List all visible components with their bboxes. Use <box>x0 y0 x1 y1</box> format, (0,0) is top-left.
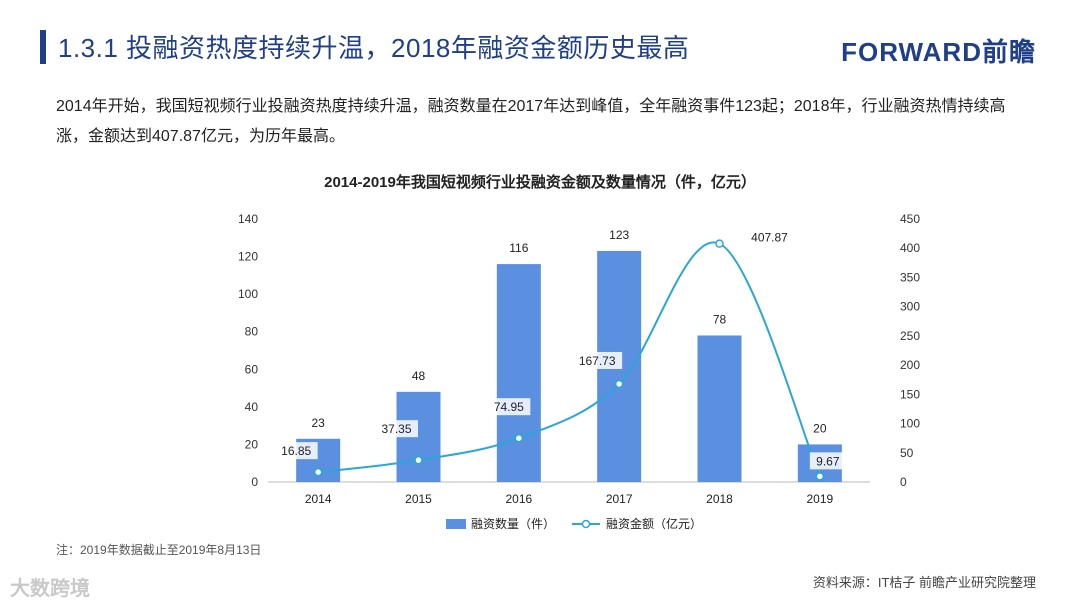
line-label-bg <box>744 228 795 246</box>
x-tick-label: 2016 <box>505 492 532 506</box>
x-tick-label: 2018 <box>706 492 733 506</box>
left-axis-tick-label: 20 <box>245 437 259 451</box>
right-axis-tick-label: 100 <box>900 417 920 431</box>
right-axis-tick-label: 350 <box>900 270 920 284</box>
line-point-2015 <box>414 455 423 465</box>
brand-logo: FORWARD前瞻 <box>841 37 1036 67</box>
chart-title: 2014-2019年我国短视频行业投融资金额及数量情况（件，亿元） <box>324 173 756 191</box>
left-axis-tick-label: 60 <box>245 362 259 376</box>
legend-line-label: 融资金额（亿元） <box>606 516 702 531</box>
x-tick-label: 2017 <box>606 492 633 506</box>
bar-2018 <box>697 335 742 482</box>
x-tick-label: 2014 <box>305 492 332 506</box>
line-label-bg <box>274 442 318 460</box>
line-point-2016 <box>514 433 524 443</box>
title-accent-bar <box>40 30 46 64</box>
data-source: 资料来源：IT桔子 前瞻产业研究院整理 <box>812 575 1036 590</box>
line-label-bg <box>572 351 623 369</box>
footnote: 注：2019年数据截止至2019年8月13日 <box>56 543 262 557</box>
line-point-2014 <box>313 467 323 477</box>
line-label-bg <box>487 398 531 416</box>
right-axis-tick-label: 250 <box>900 329 920 343</box>
line-value-label: 9.67 <box>816 454 840 468</box>
right-axis-tick-label: 400 <box>900 241 920 255</box>
legend-bar-swatch <box>446 519 466 529</box>
line-value-label: 407.87 <box>751 231 788 245</box>
line-point-2018 <box>715 239 724 248</box>
right-axis-tick-label: 200 <box>900 358 920 372</box>
right-axis-tick-label: 150 <box>900 387 920 401</box>
left-axis-tick-label: 140 <box>238 212 258 226</box>
right-axis-tick-label: 50 <box>900 446 914 460</box>
line-point-2019 <box>815 472 825 481</box>
line-point-2017 <box>614 379 624 389</box>
right-axis-tick-label: 450 <box>900 212 920 226</box>
page-title: 1.3.1 投融资热度持续升温，2018年融资金额历史最高 <box>58 33 690 63</box>
legend-bar-label: 融资数量（件） <box>471 516 555 531</box>
right-axis-tick-label: 0 <box>900 475 907 489</box>
bar-value-label: 48 <box>412 369 426 383</box>
left-axis-tick-label: 40 <box>245 400 259 414</box>
line-label-bg <box>375 420 418 438</box>
bar-value-label: 23 <box>311 416 325 430</box>
investment-chart: 2014-2019年我国短视频行业投融资金额及数量情况（件，亿元） 0 20 40 6… <box>238 173 920 531</box>
summary-text: 2014年开始，我国短视频行业投融资热度持续升温，融资数量在2017年达到峰值，… <box>56 98 1006 145</box>
bar-value-label: 78 <box>713 312 727 326</box>
left-axis-tick-label: 120 <box>238 250 258 264</box>
bar-value-label: 123 <box>609 228 629 242</box>
legend-line-marker <box>581 519 591 529</box>
line-value-label: 74.95 <box>494 400 524 414</box>
line-label-bg <box>809 452 846 470</box>
line-value-label: 16.85 <box>281 444 311 458</box>
left-axis-tick-label: 0 <box>251 475 258 489</box>
amount-line <box>318 241 821 477</box>
right-axis-tick-label: 300 <box>900 300 920 314</box>
line-value-label: 167.73 <box>579 354 616 368</box>
watermark-text: 大数跨境 <box>10 578 90 600</box>
bar-value-label: 116 <box>509 241 528 255</box>
x-tick-label: 2019 <box>806 492 833 506</box>
line-value-label: 37.35 <box>381 422 411 436</box>
left-axis-tick-label: 100 <box>238 287 258 301</box>
bar-2016 <box>496 264 541 482</box>
left-axis-tick-label: 80 <box>245 325 259 339</box>
x-tick-label: 2015 <box>405 492 432 506</box>
bar-value-label: 20 <box>813 421 827 435</box>
